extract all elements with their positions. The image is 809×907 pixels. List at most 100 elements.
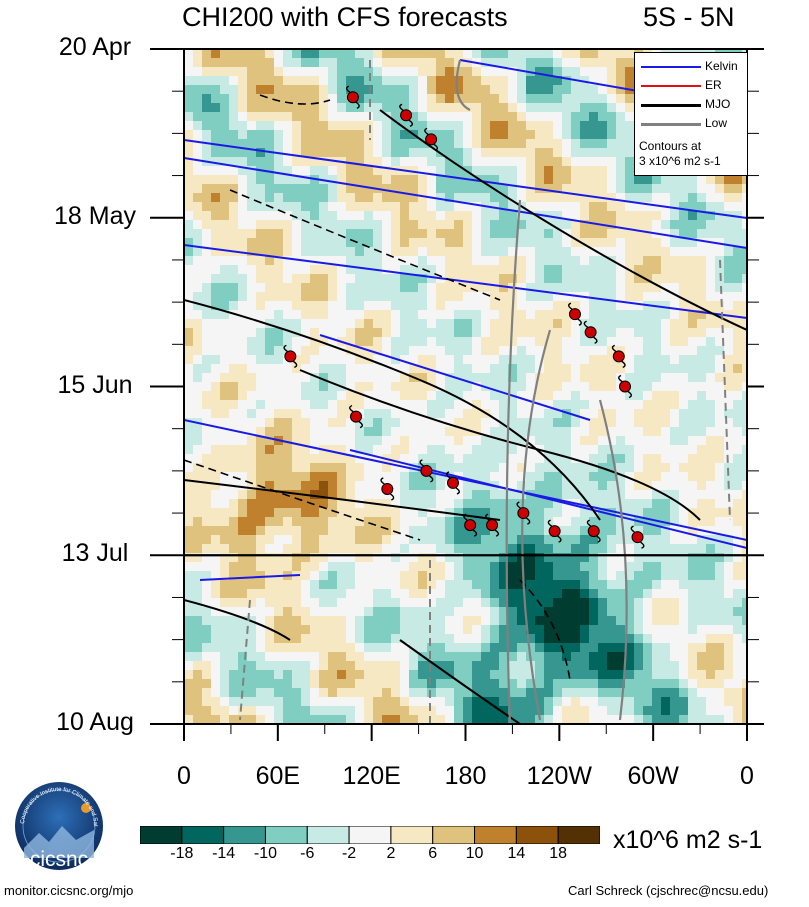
- field-cell: [382, 58, 392, 68]
- field-cell: [319, 346, 329, 356]
- field-cell: [247, 544, 257, 554]
- field-cell: [409, 49, 419, 59]
- field-cell: [409, 85, 419, 95]
- field-cell: [598, 445, 608, 455]
- field-cell: [544, 463, 554, 473]
- field-cell: [355, 346, 365, 356]
- field-cell: [247, 454, 257, 464]
- field-cell: [670, 625, 680, 635]
- field-cell: [472, 580, 482, 590]
- field-cell: [319, 193, 329, 203]
- field-cell: [409, 400, 419, 410]
- source-url[interactable]: monitor.cicsnc.org/mjo: [4, 883, 134, 898]
- storm-marker-arm: [547, 519, 553, 527]
- field-cell: [220, 175, 230, 185]
- field-cell: [490, 544, 500, 554]
- field-cell: [310, 373, 320, 383]
- field-cell: [211, 247, 221, 257]
- field-cell: [382, 94, 392, 104]
- field-cell: [436, 643, 446, 653]
- field-cell: [310, 391, 320, 401]
- field-cell: [193, 355, 203, 365]
- field-cell: [211, 292, 221, 302]
- field-cell: [229, 346, 239, 356]
- field-cell: [499, 220, 509, 230]
- field-cell: [301, 445, 311, 455]
- field-cell: [454, 382, 464, 392]
- field-cell: [337, 481, 347, 491]
- field-cell: [589, 634, 599, 644]
- field-cell: [364, 679, 374, 689]
- field-cell: [328, 517, 338, 527]
- field-cell: [256, 391, 266, 401]
- field-cell: [364, 184, 374, 194]
- field-cell: [661, 418, 671, 428]
- field-cell: [553, 598, 563, 608]
- field-cell: [391, 67, 401, 77]
- storm-marker-eye: [486, 519, 499, 532]
- field-cell: [301, 562, 311, 572]
- field-cell: [382, 634, 392, 644]
- field-cell: [274, 499, 284, 509]
- field-cell: [319, 220, 329, 230]
- field-cell: [391, 715, 401, 724]
- field-cell: [364, 76, 374, 86]
- field-cell: [715, 400, 725, 410]
- field-cell: [544, 292, 554, 302]
- field-cell: [238, 166, 248, 176]
- field-cell: [544, 85, 554, 95]
- field-cell: [535, 382, 545, 392]
- field-cell: [337, 112, 347, 122]
- field-cell: [256, 103, 266, 113]
- field-cell: [409, 598, 419, 608]
- field-cell: [274, 220, 284, 230]
- field-cell: [229, 58, 239, 68]
- field-cell: [391, 427, 401, 437]
- field-cell: [616, 463, 626, 473]
- field-cell: [274, 481, 284, 491]
- field-cell: [526, 472, 536, 482]
- field-cell: [571, 436, 581, 446]
- field-cell: [733, 436, 743, 446]
- field-cell: [382, 499, 392, 509]
- field-cell: [463, 157, 473, 167]
- field-cell: [274, 139, 284, 149]
- field-cell: [697, 409, 707, 419]
- field-cell: [616, 400, 626, 410]
- field-cell: [616, 220, 626, 230]
- field-cell: [715, 580, 725, 590]
- field-cell: [607, 292, 617, 302]
- field-cell: [706, 526, 716, 536]
- field-cell: [715, 553, 725, 563]
- field-cell: [373, 319, 383, 329]
- field-cell: [571, 607, 581, 617]
- field-cell: [427, 634, 437, 644]
- field-cell: [463, 688, 473, 698]
- field-cell: [733, 535, 743, 545]
- field-cell: [679, 562, 689, 572]
- field-cell: [220, 445, 230, 455]
- field-cell: [373, 598, 383, 608]
- field-cell: [274, 157, 284, 167]
- field-cell: [706, 598, 716, 608]
- field-cell: [634, 463, 644, 473]
- field-cell: [544, 112, 554, 122]
- field-cell: [346, 220, 356, 230]
- field-cell: [562, 130, 572, 140]
- field-cell: [211, 121, 221, 131]
- field-cell: [229, 715, 239, 724]
- field-cell: [256, 571, 266, 581]
- field-cell: [391, 526, 401, 536]
- field-cell: [598, 229, 608, 239]
- field-cell: [193, 256, 203, 266]
- field-cell: [409, 175, 419, 185]
- field-cell: [400, 670, 410, 680]
- field-cell: [490, 508, 500, 518]
- field-cell: [454, 274, 464, 284]
- field-cell: [553, 391, 563, 401]
- field-cell: [256, 310, 266, 320]
- field-cell: [427, 220, 437, 230]
- legend-label: ER: [705, 78, 722, 92]
- field-cell: [562, 220, 572, 230]
- field-cell: [274, 607, 284, 617]
